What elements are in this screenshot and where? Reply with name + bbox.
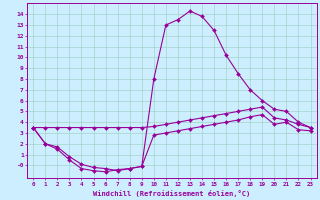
X-axis label: Windchill (Refroidissement éolien,°C): Windchill (Refroidissement éolien,°C): [93, 190, 251, 197]
